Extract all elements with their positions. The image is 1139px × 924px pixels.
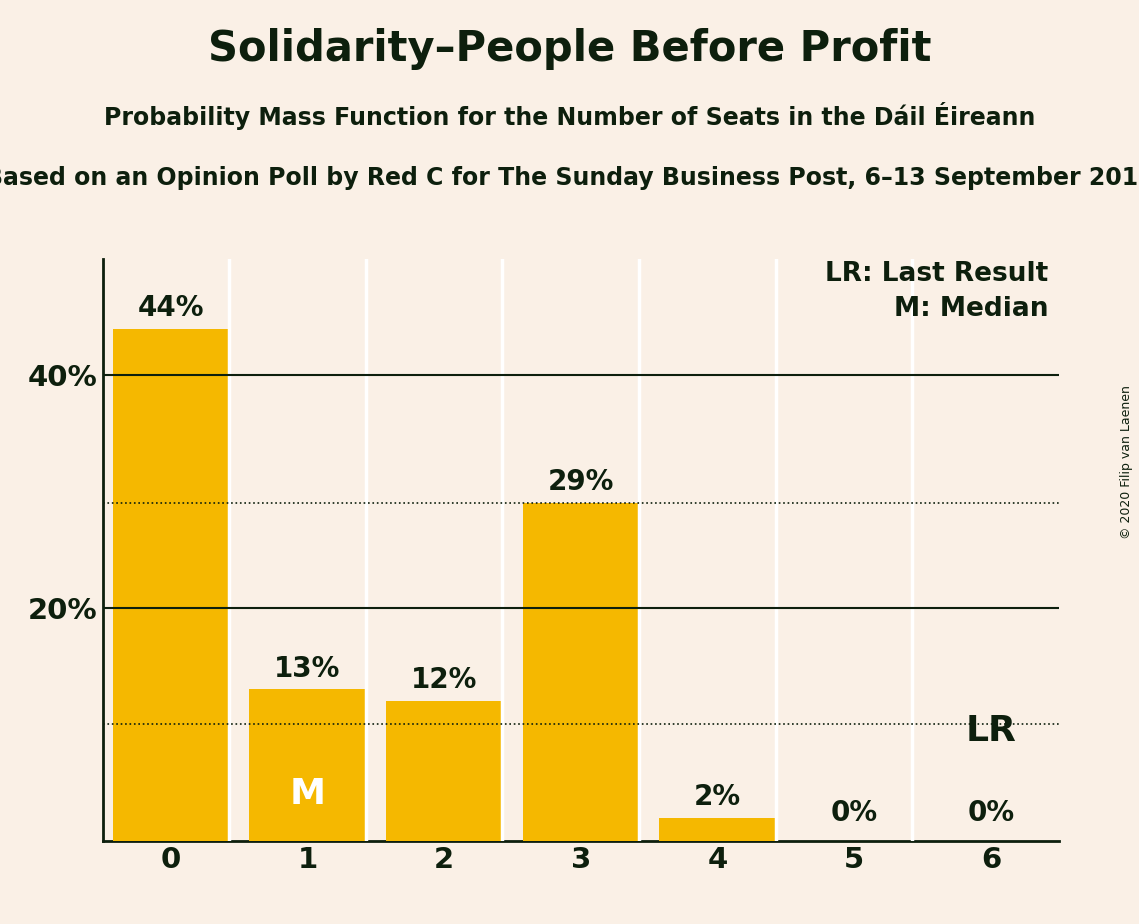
Bar (659, 818, 776, 841)
Text: M: M (289, 777, 326, 811)
Text: LR: LR (966, 713, 1016, 748)
Bar (249, 689, 366, 841)
Text: 29%: 29% (548, 468, 614, 496)
Text: © 2020 Filip van Laenen: © 2020 Filip van Laenen (1121, 385, 1133, 539)
Text: LR: Last Result: LR: Last Result (825, 261, 1048, 287)
Text: 12%: 12% (411, 666, 477, 694)
Text: Solidarity–People Before Profit: Solidarity–People Before Profit (207, 28, 932, 69)
Text: 44%: 44% (138, 294, 204, 322)
Text: 0%: 0% (830, 799, 878, 827)
Text: 13%: 13% (274, 654, 341, 683)
Bar (523, 504, 639, 841)
Bar (113, 329, 229, 841)
Text: 0%: 0% (967, 799, 1015, 827)
Bar (386, 701, 502, 841)
Text: M: Median: M: Median (894, 296, 1048, 322)
Text: Based on an Opinion Poll by Red C for The Sunday Business Post, 6–13 September 2: Based on an Opinion Poll by Red C for Th… (0, 166, 1139, 190)
Text: 2%: 2% (694, 783, 741, 810)
Text: Probability Mass Function for the Number of Seats in the Dáil Éireann: Probability Mass Function for the Number… (104, 102, 1035, 129)
